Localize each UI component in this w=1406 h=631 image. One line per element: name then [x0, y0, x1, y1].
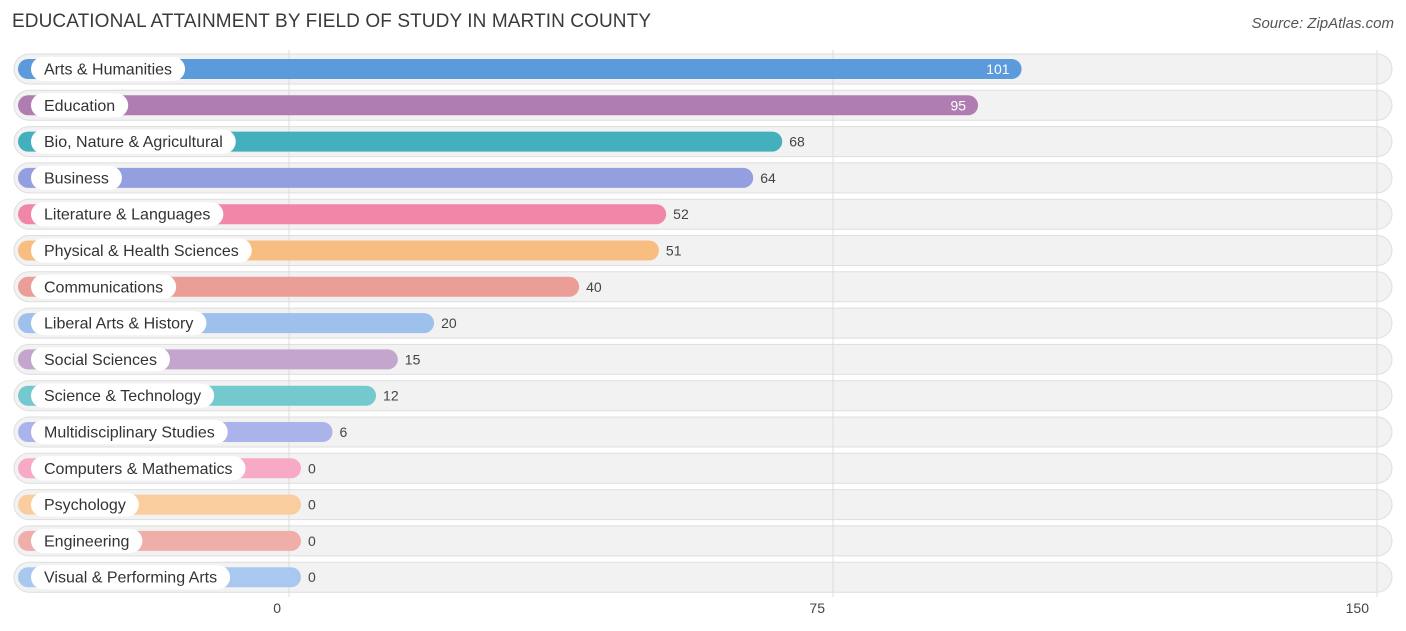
- label-pill: [31, 311, 207, 336]
- chart-title: EDUCATIONAL ATTAINMENT BY FIELD OF STUDY…: [12, 11, 652, 32]
- bar-row: Physical & Health Sciences 51: [18, 238, 682, 263]
- row-track: [13, 452, 1393, 484]
- category-label: Physical & Health Sciences: [44, 243, 239, 260]
- bar-row: Social Sciences 15: [18, 347, 421, 372]
- bar-row: Bio, Nature & Agricultural 68: [18, 129, 805, 154]
- label-pill: [31, 238, 252, 263]
- value-label: 0: [308, 497, 316, 513]
- value-label: 101: [986, 61, 1010, 77]
- bar-row: Education 95: [18, 93, 979, 118]
- category-label: Education: [44, 98, 115, 115]
- row-track: [13, 489, 1393, 521]
- value-label: 68: [789, 134, 805, 150]
- value-label: 20: [441, 315, 457, 331]
- bar-row: Psychology 0: [18, 492, 316, 517]
- category-label: Literature & Languages: [44, 207, 210, 224]
- bar-row: Business 64: [18, 165, 776, 190]
- label-pill: [31, 347, 170, 372]
- label-pill: [31, 202, 224, 227]
- value-label: 12: [383, 388, 399, 404]
- label-pill: [31, 57, 186, 81]
- category-label: Engineering: [44, 533, 129, 550]
- label-pill: [31, 274, 177, 299]
- bar: [18, 59, 1022, 79]
- bar: [18, 95, 979, 116]
- bar-row: Visual & Performing Arts 0: [18, 565, 316, 590]
- category-label: Liberal Arts & History: [44, 316, 193, 333]
- rows-layer: Arts & Humanities 101 Education 95 Bio, Natu…: [18, 57, 1022, 590]
- value-label: 0: [308, 569, 316, 585]
- category-label: Arts & Humanities: [44, 62, 172, 79]
- category-label: Business: [44, 170, 109, 187]
- value-label: 64: [760, 170, 776, 186]
- row-track: [13, 416, 1393, 448]
- label-pill: [31, 565, 231, 590]
- bar-row: Arts & Humanities 101: [18, 57, 1022, 81]
- bar-row: Multidisciplinary Studies 6: [18, 420, 348, 444]
- row-track: [13, 561, 1393, 593]
- category-label: Bio, Nature & Agricultural: [44, 134, 223, 151]
- value-label: 0: [308, 533, 316, 549]
- label-pill: [31, 528, 143, 553]
- category-label: Social Sciences: [44, 352, 157, 369]
- label-pill: [31, 456, 246, 481]
- label-pill: [31, 165, 122, 190]
- bar-row: Liberal Arts & History 20: [18, 311, 457, 336]
- category-label: Computers & Mathematics: [44, 461, 233, 478]
- category-label: Communications: [44, 279, 163, 296]
- x-tick-label: 150: [1346, 600, 1370, 616]
- source-label: Source: ZipAtlas.com: [1251, 15, 1394, 32]
- value-label: 51: [666, 243, 682, 259]
- label-pill: [31, 492, 139, 517]
- x-tick-label: 0: [273, 600, 281, 616]
- label-pill: [31, 93, 129, 118]
- bar: [18, 167, 754, 188]
- category-label: Psychology: [44, 497, 126, 514]
- bar-row: Literature & Languages 52: [18, 202, 689, 227]
- row-track: [13, 525, 1393, 557]
- category-label: Visual & Performing Arts: [44, 570, 217, 587]
- value-label: 15: [405, 351, 421, 367]
- x-tick-label: 75: [809, 600, 825, 616]
- category-label: Multidisciplinary Studies: [44, 425, 215, 442]
- category-label: Science & Technology: [44, 388, 201, 405]
- bar-row: Computers & Mathematics 0: [18, 456, 316, 481]
- ticks-layer: 0 75 150: [273, 600, 1369, 616]
- bar-row: Science & Technology 12: [18, 383, 399, 408]
- value-label: 40: [586, 279, 602, 295]
- label-pill: [31, 420, 228, 444]
- value-label: 0: [308, 460, 316, 476]
- bar-row: Engineering 0: [18, 528, 316, 553]
- label-pill: [31, 383, 215, 408]
- value-label: 52: [673, 206, 689, 222]
- bar-row: Communications 40: [18, 274, 602, 299]
- value-label: 6: [340, 424, 348, 440]
- value-label: 95: [950, 97, 966, 113]
- label-pill: [31, 129, 236, 154]
